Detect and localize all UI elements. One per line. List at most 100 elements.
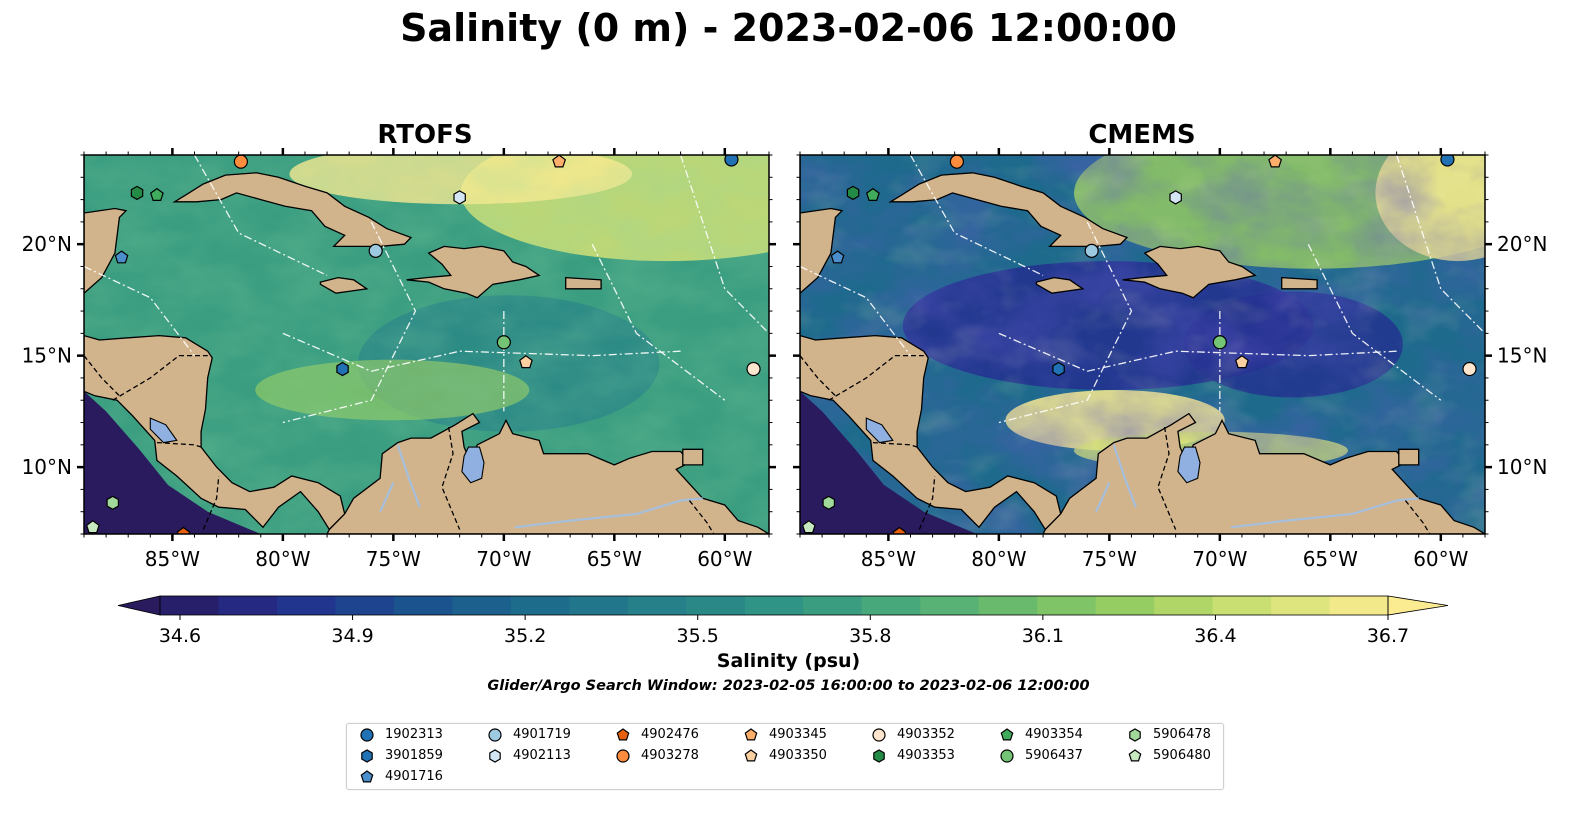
- land-puerto-rico: [565, 276, 602, 290]
- legend-item-4901716: 4901716: [359, 767, 443, 787]
- legend-marker-4903345: [744, 727, 758, 740]
- float-marker-4903354: [149, 187, 164, 201]
- river: [396, 444, 421, 508]
- legend-marker-5906478: [1129, 727, 1141, 742]
- colorbar-tick-label: 35.2: [504, 625, 546, 647]
- lat-tick-label: 10°N: [22, 455, 72, 479]
- lon-tick-label: 70°W: [476, 547, 531, 571]
- float-marker-4903350: [1235, 355, 1249, 369]
- legend-item-4903350: 4903350: [743, 746, 827, 766]
- land-cuba: [172, 172, 413, 248]
- float-marker-5906437: [496, 335, 511, 350]
- float-marker-4903345: [552, 155, 567, 168]
- colorbar-tick-label: 36.1: [1022, 625, 1064, 647]
- colorbar-tick-label: 36.4: [1194, 625, 1236, 647]
- land: [800, 155, 1485, 534]
- lon-tick-label: 65°W: [1303, 547, 1358, 571]
- legend-marker-4903353: [873, 748, 885, 763]
- colorbar-segment: [1212, 596, 1272, 615]
- hexagon-marker-icon: [489, 748, 501, 763]
- lat-tick-label: 20°N: [1497, 232, 1547, 256]
- colorbar: 34.6 34.9 35.2 35.5 35.8 36.1 36.4 36.7: [117, 595, 1449, 647]
- colorbar-extend-min: [117, 595, 161, 616]
- float-marker-3901859: [1052, 361, 1065, 377]
- float-marker-4903345: [1268, 155, 1283, 168]
- float-marker-4903278: [233, 155, 248, 169]
- lon-tick-label: 60°W: [1413, 547, 1468, 571]
- legend-label: 4902113: [513, 748, 571, 763]
- circle-marker-icon: [872, 727, 886, 742]
- lat-tick-label: 15°N: [22, 344, 72, 368]
- hexagon-marker-icon: [1129, 727, 1141, 742]
- pentagon-marker-icon: [616, 727, 630, 740]
- float-marker-1902313: [1440, 155, 1455, 167]
- legend-marker-4903350: [744, 748, 758, 761]
- border: [688, 500, 715, 534]
- legend-item-4902476: 4902476: [615, 725, 699, 745]
- legend-label: 4903345: [769, 727, 827, 742]
- legend-item-5906478: 5906478: [1127, 725, 1211, 745]
- river: [1095, 482, 1111, 513]
- eez-boundary: [1395, 155, 1485, 334]
- pentagon-marker-icon: [744, 748, 758, 761]
- river: [1112, 444, 1137, 508]
- legend-label: 5906480: [1153, 748, 1211, 763]
- land-south-america: [326, 412, 769, 534]
- circle-marker-icon: [360, 727, 374, 742]
- legend-label: 4903352: [897, 727, 955, 742]
- colorbar-tick-label: 35.8: [849, 625, 891, 647]
- float-marker-4902476: [892, 526, 907, 534]
- river: [1230, 497, 1419, 529]
- float-marker-4901719: [368, 243, 383, 258]
- legend-marker-1902313: [360, 727, 374, 742]
- colorbar-segment: [452, 596, 512, 615]
- float-marker-1902313: [724, 155, 739, 167]
- float-legend: 1902313 3901859 4901716 4901719 4902113 49024…: [346, 723, 1224, 790]
- land-trinidad: [682, 448, 704, 466]
- float-marker-4903353: [130, 185, 144, 201]
- colorbar-segment: [510, 596, 570, 615]
- land-cuba: [888, 172, 1129, 248]
- float-marker-4902476: [176, 526, 191, 534]
- legend-marker-5906480: [1128, 748, 1142, 761]
- legend-label: 4901719: [513, 727, 571, 742]
- colorbar-tick-label: 34.6: [159, 625, 201, 647]
- map-panel-cmems: 85°W 80°W 75°W 70°W 65°W 60°W 20°N 15°N 10°N: [793, 148, 1547, 571]
- border: [156, 441, 202, 448]
- colorbar-tick-label: 34.9: [331, 625, 373, 647]
- float-marker-4903350: [519, 355, 533, 369]
- legend-item-4903353: 4903353: [871, 746, 955, 766]
- lake-maracaibo: [461, 446, 485, 484]
- eez-boundary: [1307, 243, 1442, 401]
- lon-tick-label: 70°W: [1192, 547, 1247, 571]
- legend-item-4903352: 4903352: [871, 725, 955, 745]
- colorbar-segment: [335, 596, 395, 615]
- border: [202, 475, 220, 530]
- eez-boundary: [909, 155, 1044, 276]
- float-marker-4901716: [830, 250, 845, 264]
- panel-title-rtofs: RTOFS: [377, 120, 473, 150]
- lon-tick-label: 75°W: [366, 547, 421, 571]
- map-frame: [83, 154, 770, 535]
- float-marker-5906480: [801, 520, 816, 534]
- land-south-america: [1042, 412, 1485, 534]
- legend-marker-5906437: [1000, 748, 1014, 763]
- river: [514, 497, 703, 529]
- legend-marker-4901716: [360, 769, 374, 782]
- land: [84, 155, 769, 534]
- colorbar-segment: [1095, 596, 1155, 615]
- border: [800, 355, 836, 397]
- colorbar-segment: [1329, 596, 1389, 615]
- colorbar-segment: [803, 596, 863, 615]
- legend-label: 4902476: [641, 727, 699, 742]
- border: [1157, 426, 1177, 530]
- legend-item-1902313: 1902313: [359, 725, 443, 745]
- colorbar-tick-label: 35.5: [677, 625, 719, 647]
- legend-item-4903345: 4903345: [743, 725, 827, 745]
- legend-label: 3901859: [385, 748, 443, 763]
- land-hispaniola: [406, 245, 541, 299]
- legend-item-4903354: 4903354: [999, 725, 1083, 745]
- float-marker-4903352: [746, 361, 761, 377]
- float-marker-4901716: [114, 250, 129, 264]
- colorbar-segment: [861, 596, 921, 615]
